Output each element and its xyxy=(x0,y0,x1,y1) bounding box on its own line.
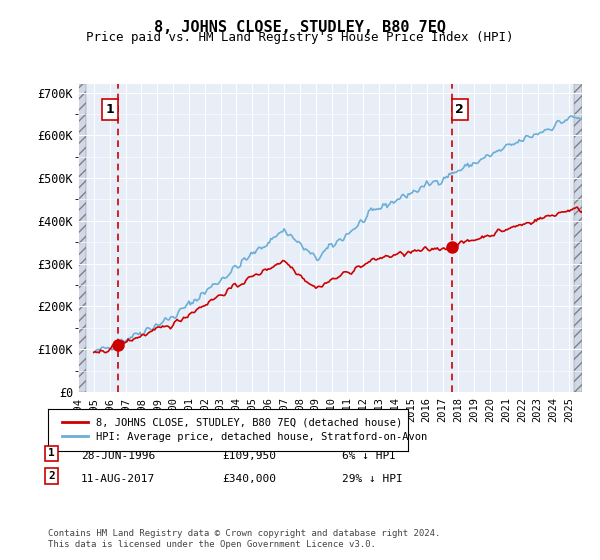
Text: 2: 2 xyxy=(455,103,464,116)
Bar xyxy=(574,84,582,392)
Text: Contains HM Land Registry data © Crown copyright and database right 2024.
This d: Contains HM Land Registry data © Crown c… xyxy=(48,529,440,549)
Text: 29% ↓ HPI: 29% ↓ HPI xyxy=(342,474,403,484)
Text: 11-AUG-2017: 11-AUG-2017 xyxy=(81,474,155,484)
Legend: 8, JOHNS CLOSE, STUDLEY, B80 7EQ (detached house), HPI: Average price, detached : 8, JOHNS CLOSE, STUDLEY, B80 7EQ (detach… xyxy=(57,413,433,447)
Text: £340,000: £340,000 xyxy=(222,474,276,484)
Text: 1: 1 xyxy=(48,449,55,459)
Text: Price paid vs. HM Land Registry's House Price Index (HPI): Price paid vs. HM Land Registry's House … xyxy=(86,31,514,44)
Text: 8, JOHNS CLOSE, STUDLEY, B80 7EQ: 8, JOHNS CLOSE, STUDLEY, B80 7EQ xyxy=(154,20,446,35)
Text: 28-JUN-1996: 28-JUN-1996 xyxy=(81,451,155,461)
Text: £109,950: £109,950 xyxy=(222,451,276,461)
Text: 1: 1 xyxy=(106,103,114,116)
Text: 2: 2 xyxy=(48,471,55,481)
Bar xyxy=(78,84,86,392)
Text: 6% ↓ HPI: 6% ↓ HPI xyxy=(342,451,396,461)
